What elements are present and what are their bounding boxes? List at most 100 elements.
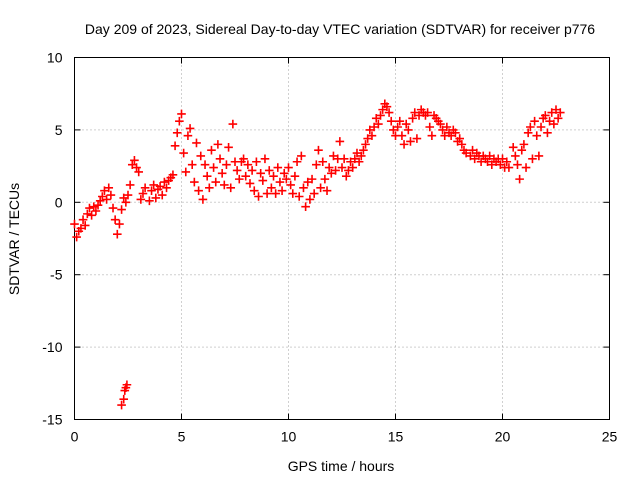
data-point: [549, 119, 559, 129]
data-point: [521, 163, 531, 172]
x-axis-label: GPS time / hours: [288, 458, 395, 474]
data-point: [245, 179, 255, 188]
data-point: [260, 154, 270, 164]
data-point: [305, 195, 315, 204]
data-point: [299, 183, 308, 193]
data-point: [508, 142, 518, 152]
data-point: [241, 171, 250, 181]
data-point: [530, 116, 539, 126]
data-point: [408, 114, 417, 123]
data-point: [226, 183, 236, 193]
data-point: [301, 202, 310, 211]
data-point: [335, 137, 345, 146]
data-point: [222, 160, 231, 169]
data-point: [543, 128, 552, 138]
data-point: [348, 163, 357, 172]
data-point: [367, 131, 377, 140]
data-point: [401, 119, 411, 129]
data-point: [382, 102, 392, 112]
data-point: [517, 145, 527, 155]
y-tick-label: 10: [47, 50, 63, 66]
data-point: [282, 174, 291, 184]
data-point: [320, 174, 330, 184]
data-point: [234, 174, 244, 184]
data-point: [136, 195, 146, 204]
data-point: [87, 211, 96, 220]
data-point: [211, 177, 221, 187]
data-point: [277, 186, 287, 196]
data-point: [354, 157, 364, 167]
plot-frame: [74, 57, 610, 420]
data-point: [455, 134, 464, 143]
data-point: [147, 186, 156, 196]
x-tick-label: 25: [602, 429, 618, 445]
data-point: [172, 128, 182, 138]
x-tick-label: 20: [495, 429, 511, 445]
data-point: [130, 156, 139, 165]
data-point: [271, 189, 280, 198]
data-point: [515, 174, 524, 184]
data-point: [134, 167, 143, 177]
data-point: [119, 394, 129, 404]
data-point: [451, 128, 460, 138]
data-point: [504, 163, 514, 172]
data-point: [555, 108, 565, 117]
x-tick-label: 5: [178, 429, 186, 445]
y-tick-label: -10: [42, 339, 62, 355]
data-point: [249, 186, 259, 196]
x-tick-label: 15: [388, 429, 404, 445]
data-point: [185, 124, 195, 133]
data-point: [290, 171, 300, 181]
y-tick-label: -15: [42, 412, 62, 428]
data-point: [339, 154, 349, 164]
data-point: [376, 111, 385, 120]
y-tick-label: 5: [55, 122, 63, 138]
data-point: [294, 192, 304, 201]
data-point: [269, 171, 278, 181]
chart-title: Day 209 of 2023, Sidereal Day-to-day VTE…: [85, 21, 595, 37]
data-point: [196, 151, 206, 161]
data-point: [356, 151, 366, 161]
data-point: [70, 219, 79, 229]
data-point: [198, 195, 208, 204]
data-point: [194, 186, 203, 196]
data-point: [316, 183, 325, 193]
data-point: [181, 167, 191, 177]
data-point: [108, 203, 118, 213]
data-point: [341, 171, 351, 181]
data-point: [110, 215, 120, 224]
data-point: [232, 166, 242, 175]
data-point: [85, 203, 94, 213]
data-point: [519, 140, 529, 149]
data-point: [404, 125, 413, 135]
data-point: [187, 160, 197, 169]
data-point: [258, 176, 268, 185]
data-point: [307, 174, 317, 184]
data-point: [427, 131, 437, 140]
data-point: [95, 196, 105, 206]
data-point: [183, 131, 193, 140]
data-point: [374, 119, 383, 129]
data-point: [217, 169, 227, 178]
data-point: [361, 140, 370, 149]
data-point: [279, 169, 289, 178]
data-point: [207, 145, 216, 155]
x-tick-label: 10: [281, 429, 297, 445]
data-point: [243, 160, 253, 169]
x-tick-label: 0: [71, 429, 79, 445]
data-point: [91, 206, 101, 216]
data-point: [177, 109, 186, 119]
data-point: [393, 122, 402, 132]
data-point: [399, 140, 409, 149]
data-point: [162, 183, 171, 193]
data-point: [288, 189, 298, 198]
data-point: [264, 166, 274, 175]
data-point: [200, 160, 210, 169]
data-point: [541, 111, 550, 120]
data-point: [149, 180, 158, 190]
data-point: [297, 151, 306, 161]
data-point: [170, 141, 180, 151]
data-point: [436, 119, 445, 129]
data-point: [125, 180, 135, 190]
data-point: [121, 198, 131, 207]
